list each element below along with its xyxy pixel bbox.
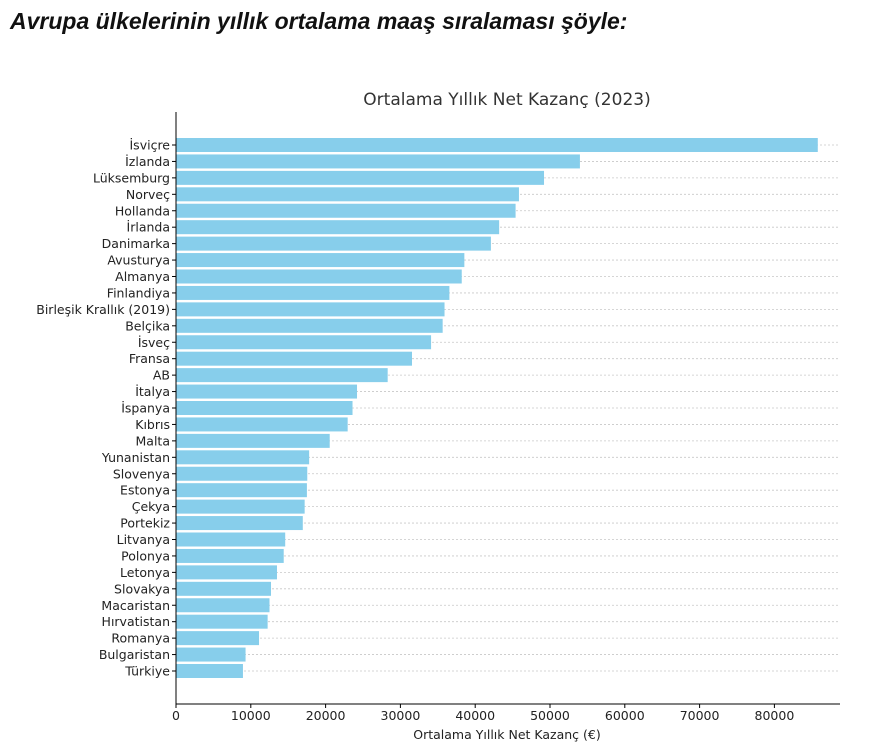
bar [176,253,465,268]
bar [176,285,450,300]
bar [176,154,580,169]
y-tick-label: Bulgaristan [99,647,170,662]
x-tick-label: 70000 [680,708,720,723]
bar [176,203,516,218]
y-tick-label: İtalya [135,384,170,399]
y-tick-label: Litvanya [117,532,170,547]
page-heading: Avrupa ülkelerinin yıllık ortalama maaş … [10,8,628,34]
y-tick-label: Norveç [126,187,170,202]
y-tick-label: Kıbrıs [135,417,170,432]
y-tick-label: İrlanda [127,220,170,235]
bar [176,516,303,531]
y-tick-label: Hollanda [115,203,170,218]
x-tick-label: 30000 [381,708,421,723]
y-tick-label: Malta [136,433,170,448]
y-tick-label: Çekya [132,499,170,514]
bar [176,187,519,202]
bar [176,466,308,481]
x-tick-label: 0 [172,708,180,723]
y-tick-label: Letonya [120,565,170,580]
y-tick-label: Türkiye [124,664,170,679]
bar [176,565,277,580]
y-tick-label: Macaristan [101,598,170,613]
bar [176,138,818,152]
bar [176,401,353,415]
bar [176,664,243,678]
y-tick-label: Slovakya [114,581,170,596]
x-tick-label: 10000 [231,708,271,723]
bar [176,631,260,646]
y-tick-label: Lüksemburg [93,170,170,185]
x-axis-label: Ortalama Yıllık Net Kazanç (€) [413,727,600,742]
y-tick-label: Polonya [121,548,170,563]
x-tick-label: 20000 [306,708,346,723]
bar [176,483,307,498]
bar [176,335,432,350]
bar [176,417,348,432]
bar [176,351,412,366]
y-tick-label: Portekiz [120,516,170,531]
bar [176,581,271,596]
bar [176,450,310,465]
y-tick-label: Danimarka [102,236,170,251]
bar [176,384,358,399]
y-tick-label: Yunanistan [101,450,170,465]
bar [176,170,545,185]
y-tick-label: Romanya [111,631,170,646]
bar [176,220,500,235]
x-tick-label: 50000 [530,708,570,723]
y-tick-label: Finlandiya [107,285,170,300]
y-tick-label: Avusturya [107,253,170,268]
x-tick-label: 60000 [605,708,645,723]
bar [176,548,284,563]
y-tick-label: Almanya [115,269,170,284]
y-tick-label: Fransa [129,351,170,366]
y-tick-label: İsviçre [130,138,171,153]
bar [176,302,445,317]
bar [176,433,330,448]
bar [176,532,286,547]
bar [176,269,462,284]
bar [176,614,268,629]
bar [176,647,246,662]
bar [176,499,305,514]
bar [176,318,443,333]
y-tick-label: Estonya [120,483,170,498]
bar [176,236,491,251]
bar [176,368,388,383]
chart-title: Ortalama Yıllık Net Kazanç (2023) [363,90,650,110]
bar [176,598,270,613]
y-tick-label: Birleşik Krallık (2019) [36,302,170,317]
y-tick-label: AB [153,368,170,383]
y-tick-label: İspanya [121,401,170,416]
y-tick-label: İsveç [138,335,170,350]
y-tick-label: Hırvatistan [102,614,170,629]
y-tick-label: Slovenya [113,466,170,481]
y-tick-label: İzlanda [125,154,170,169]
x-tick-label: 80000 [755,708,795,723]
x-tick-label: 40000 [455,708,495,723]
y-tick-label: Belçika [125,318,170,333]
